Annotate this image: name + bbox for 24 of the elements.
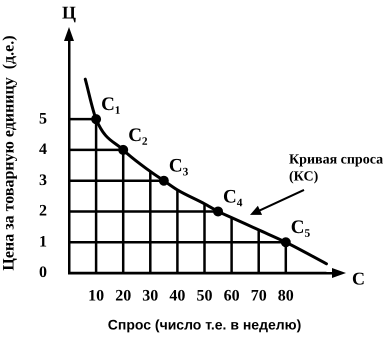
annotation: C₃	[168, 156, 189, 177]
y-axis-title: Цена за товарную единицу (д.е.)	[0, 35, 18, 271]
x-tick-label: 20	[115, 288, 132, 305]
x-tick-label: 60	[224, 288, 240, 305]
x-tick-label: 30	[142, 288, 158, 305]
x-tick-label: 70	[250, 288, 267, 305]
annotation: C₂	[128, 124, 148, 146]
annotation: C₁	[101, 94, 121, 116]
y-tick-label: 3	[39, 172, 47, 189]
text: Кривая спроса (КС)	[289, 152, 384, 185]
x-tick-label: 50	[196, 288, 212, 305]
x-tick-label: 10	[88, 288, 104, 305]
annotation: C₅	[290, 217, 311, 238]
y-tick-label: 4	[39, 141, 47, 158]
x-axis-title: Спрос (число т.е. в неделю)	[108, 316, 302, 332]
x-tick-label: 80	[278, 288, 294, 305]
y-tick-label: 2	[39, 202, 47, 220]
annotation: C₄	[223, 186, 243, 208]
y-tick-label: 0	[39, 264, 47, 282]
y-tick-label: 1	[39, 233, 47, 250]
x-tick-label: 40	[169, 288, 186, 305]
y-tick-label: 5	[39, 110, 47, 128]
text: С	[352, 268, 365, 289]
text: Ц	[62, 2, 76, 23]
